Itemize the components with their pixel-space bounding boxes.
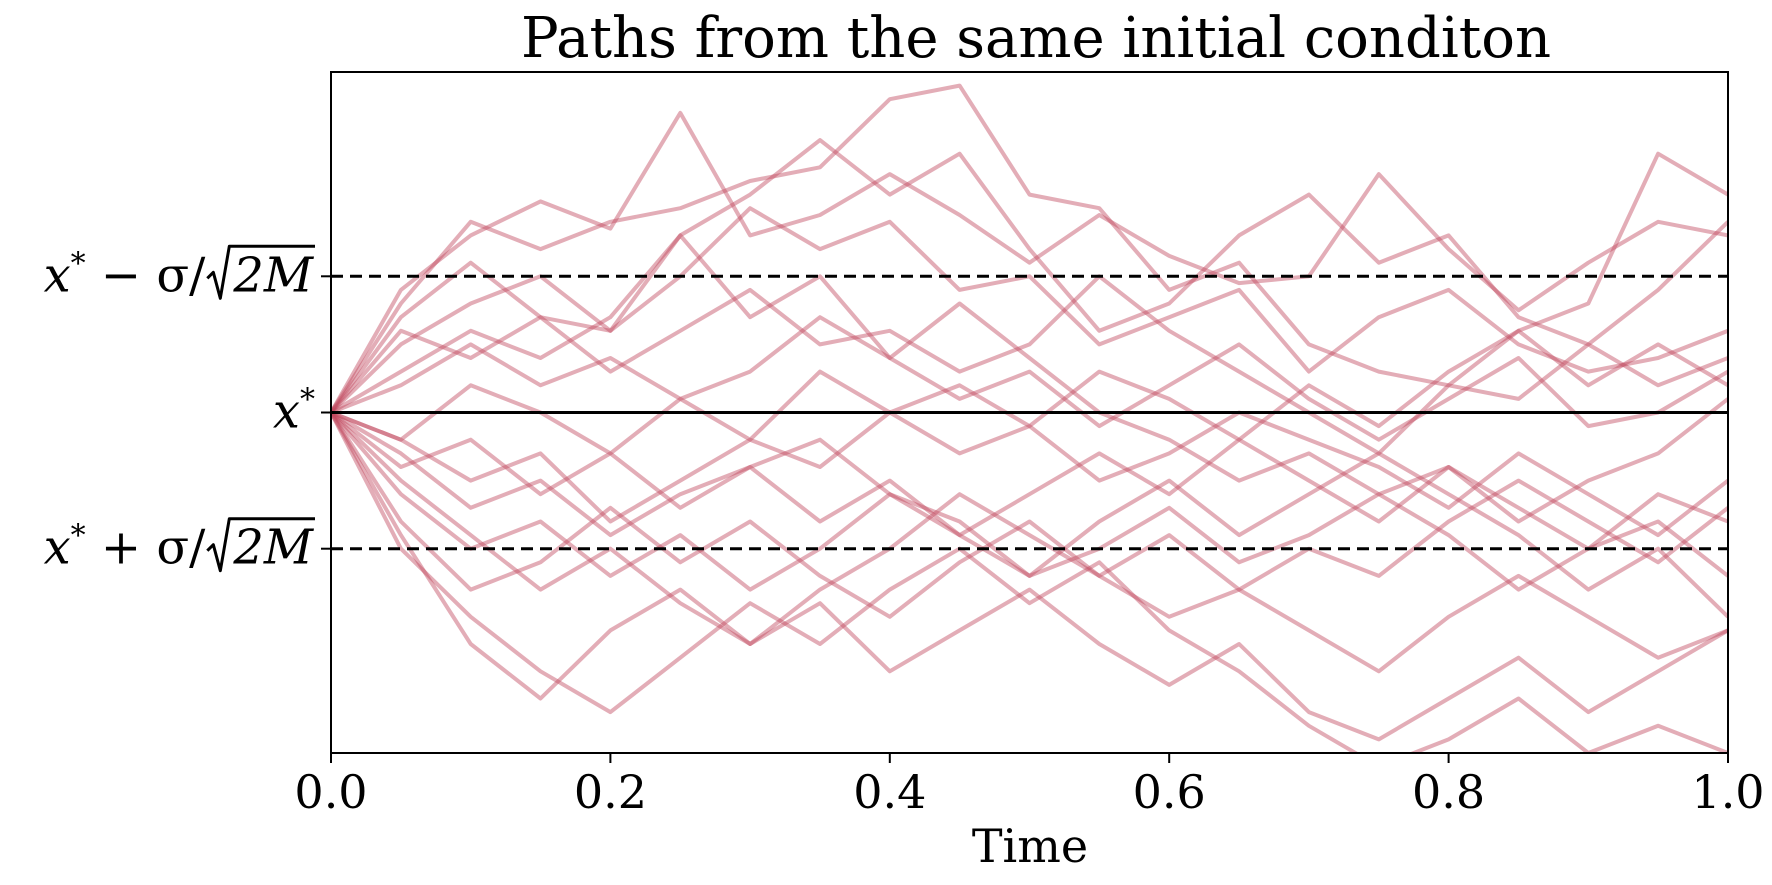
- series-path-9: [331, 410, 1728, 551]
- sqrt-symbol-icon: [206, 244, 315, 300]
- paths-layer: [331, 83, 1728, 753]
- x-tick-label: 0.8: [1412, 765, 1485, 819]
- svg-text:x* + σ/: x* + σ/: [44, 519, 207, 576]
- series-path-14: [331, 411, 1728, 753]
- sqrt-symbol-icon: [206, 517, 315, 573]
- x-tick-label: 0.4: [853, 765, 926, 819]
- series-path-1: [331, 110, 1728, 414]
- series-path-5: [331, 274, 1728, 456]
- svg-text:2M: 2M: [232, 247, 315, 303]
- y-axis-ticks: x* − σ/2M x* x* + σ/2M: [44, 244, 331, 576]
- x-tick-label: 0.2: [574, 765, 647, 819]
- series-path-8: [331, 369, 1728, 538]
- y-tick-label: x* + σ/2M: [44, 517, 315, 576]
- series-path-12: [331, 411, 1728, 674]
- x-tick-label: 0.6: [1133, 765, 1206, 819]
- series-path-2: [331, 83, 1728, 414]
- svg-text:x*: x*: [273, 383, 315, 440]
- x-axis-ticks: 0.0 0.2 0.4 0.6 0.8 1.0: [294, 753, 1765, 819]
- series-path-13: [331, 411, 1728, 742]
- series-path-4: [331, 206, 1728, 414]
- series-path-15: [331, 411, 1728, 646]
- series-path-6: [331, 233, 1728, 442]
- y-tick-label: x* − σ/2M: [44, 244, 315, 303]
- series-path-16: [331, 328, 1728, 524]
- series-path-7: [331, 301, 1728, 524]
- svg-text:x* − σ/: x* − σ/: [44, 246, 207, 303]
- series-path-3: [331, 138, 1728, 414]
- series-path-10: [331, 410, 1728, 592]
- reference-lines: [331, 274, 1728, 551]
- x-axis-label: Time: [972, 819, 1088, 873]
- y-tick-label: x*: [273, 383, 315, 440]
- chart-title: Paths from the same initial conditon: [521, 6, 1551, 71]
- x-tick-label: 0.0: [294, 765, 367, 819]
- series-path-11: [331, 411, 1728, 619]
- x-tick-label: 1.0: [1691, 765, 1764, 819]
- svg-text:2M: 2M: [232, 520, 315, 576]
